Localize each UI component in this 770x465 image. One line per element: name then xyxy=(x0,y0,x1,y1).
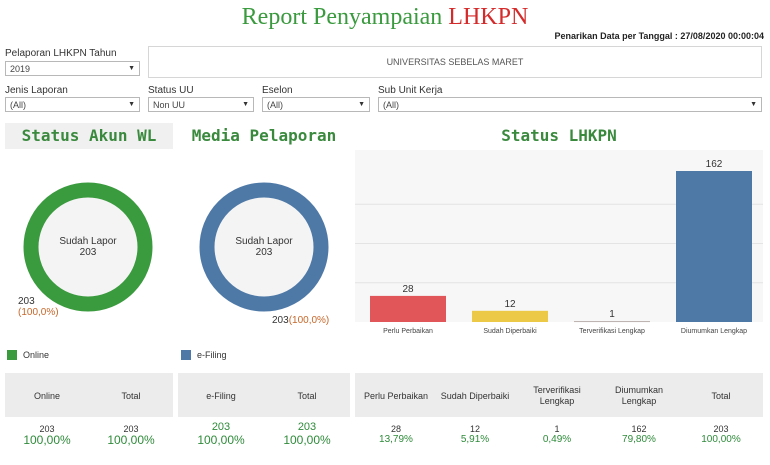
bar-1[interactable] xyxy=(472,310,548,322)
legend-label-e-filing: e-Filing xyxy=(197,350,227,360)
x-tick-label-2: Terverifikasi Lengkap xyxy=(579,328,645,335)
tahun-value: 2019 xyxy=(10,64,31,74)
jenis-value: (All) xyxy=(10,100,26,110)
akun-donut-chart xyxy=(23,182,153,312)
x-tick-label-0: Perlu Perbaikan xyxy=(383,328,433,335)
status-tp-2: 0,49% xyxy=(542,434,572,445)
legend-swatch-online xyxy=(7,350,17,360)
sub-unit-select[interactable]: (All) ▼ xyxy=(378,97,762,112)
akun-table-header xyxy=(5,373,173,417)
status-tv-1: 12 xyxy=(469,424,480,434)
akun-tp-0: 100,00% xyxy=(23,433,71,447)
chevron-down-icon: ▼ xyxy=(242,101,249,108)
media-tp-0: 100,00% xyxy=(197,433,245,447)
akun-th-0: Online xyxy=(33,391,60,401)
media-center-value: 203 xyxy=(255,247,273,258)
legend-label-online: Online xyxy=(23,350,50,360)
tahun-label: Pelaporan LHKPN Tahun xyxy=(5,48,117,59)
status-uu-select[interactable]: Non UU ▼ xyxy=(148,97,254,112)
status-tp-3: 79,80% xyxy=(622,434,656,445)
data-date: Penarikan Data per Tanggal : 27/08/2020 … xyxy=(554,31,764,41)
chevron-down-icon: ▼ xyxy=(358,101,365,108)
status-tp-4: 100,00% xyxy=(701,434,741,445)
x-tick-label-1: Sudah Diperbaiki xyxy=(483,328,537,335)
media-th-1: Total xyxy=(297,391,317,401)
donut-slice-e-filing[interactable] xyxy=(199,182,329,312)
status-table-header xyxy=(355,373,763,417)
title-part-1: Report Penyampaian xyxy=(241,4,443,30)
media-slice-label: 203(100,0%) xyxy=(272,315,342,326)
bar-value-label-1: 12 xyxy=(504,299,516,310)
bar-value-label-2: 1 xyxy=(609,309,615,320)
akun-center-text: Sudah Lapor 203 xyxy=(48,236,128,258)
status-title: Status LHKPN xyxy=(501,126,617,145)
eselon-value: (All) xyxy=(267,100,283,110)
status-tv-0: 28 xyxy=(390,424,401,434)
legend-swatch-e-filing xyxy=(181,350,191,360)
status-tp-0: 13,79% xyxy=(379,434,413,445)
akun-center-value: 203 xyxy=(79,247,97,258)
akun-donut-center xyxy=(31,190,145,304)
sub-unit-value: (All) xyxy=(383,100,399,110)
jenis-select[interactable]: (All) ▼ xyxy=(5,97,140,112)
bar-0[interactable] xyxy=(370,295,446,322)
status-bar-chart: 28 Perlu Perbaikan 12 Sudah Diperbaiki 1 Terv… xyxy=(355,150,763,335)
chevron-down-icon: ▼ xyxy=(128,65,135,72)
bar-value-label-3: 162 xyxy=(706,159,723,170)
status-tv-3: 162 xyxy=(631,424,647,434)
media-tv-1: 203 xyxy=(297,421,317,433)
bar-2[interactable] xyxy=(574,321,650,323)
media-donut-chart xyxy=(199,182,329,312)
media-slice-pct: (100,0%) xyxy=(288,315,330,326)
media-th-0: e-Filing xyxy=(206,391,236,401)
media-tp-1: 100,00% xyxy=(283,433,331,447)
media-table-header xyxy=(178,373,350,417)
media-donut-center xyxy=(207,190,321,304)
status-th-0: Perlu Perbaikan xyxy=(363,391,429,401)
akun-tv-1: 203 xyxy=(123,424,139,434)
media-legend: e-Filing xyxy=(181,350,227,360)
eselon-select[interactable]: (All) ▼ xyxy=(262,97,370,112)
status-th-4: Total xyxy=(711,391,731,401)
sub-unit-label: Sub Unit Kerja xyxy=(378,85,443,96)
media-slice-value: 203 xyxy=(272,315,289,326)
akun-th-1: Total xyxy=(121,391,141,401)
title-part-2: LHKPN xyxy=(448,4,529,30)
status-th-2: Terverifikasi Lengkap xyxy=(533,385,581,406)
x-tick-label-3: Diumumkan Lengkap xyxy=(681,328,747,335)
media-center-label: Sudah Lapor xyxy=(235,236,293,247)
media-center-text: Sudah Lapor 203 xyxy=(224,236,304,258)
eselon-label: Eselon xyxy=(262,85,293,96)
status-tv-2: 1 xyxy=(554,424,560,434)
status-th-3: Diumumkan Lengkap xyxy=(614,385,663,406)
status-th-1: Sudah Diperbaiki xyxy=(440,391,510,401)
akun-tv-0: 203 xyxy=(39,424,55,434)
donut-slice-online[interactable] xyxy=(23,182,153,312)
chevron-down-icon: ▼ xyxy=(128,101,135,108)
akun-slice-value: 203 xyxy=(18,296,35,307)
akun-center-label: Sudah Lapor xyxy=(59,236,117,247)
chevron-down-icon: ▼ xyxy=(750,101,757,108)
status-uu-label: Status UU xyxy=(148,85,194,96)
akun-legend: Online xyxy=(7,350,49,360)
status-tv-4: 203 xyxy=(713,424,729,434)
akun-slice-label: 203 (100,0%) xyxy=(18,296,59,318)
akun-slice-pct: (100,0%) xyxy=(18,307,59,318)
media-title: Media Pelaporan xyxy=(191,126,337,145)
institution-box: UNIVERSITAS SEBELAS MARET xyxy=(148,46,762,78)
media-tv-0: 203 xyxy=(211,421,231,433)
status-tp-1: 5,91% xyxy=(460,434,490,445)
jenis-label: Jenis Laporan xyxy=(5,85,68,96)
status-uu-value: Non UU xyxy=(153,100,186,110)
bar-value-label-0: 28 xyxy=(402,284,414,295)
tahun-select[interactable]: 2019 ▼ xyxy=(5,61,140,76)
akun-tp-1: 100,00% xyxy=(107,433,155,447)
bar-3[interactable] xyxy=(676,171,752,322)
report-title: Report Penyampaian LHKPN xyxy=(0,4,770,31)
akun-title: Status Akun WL xyxy=(5,123,173,149)
